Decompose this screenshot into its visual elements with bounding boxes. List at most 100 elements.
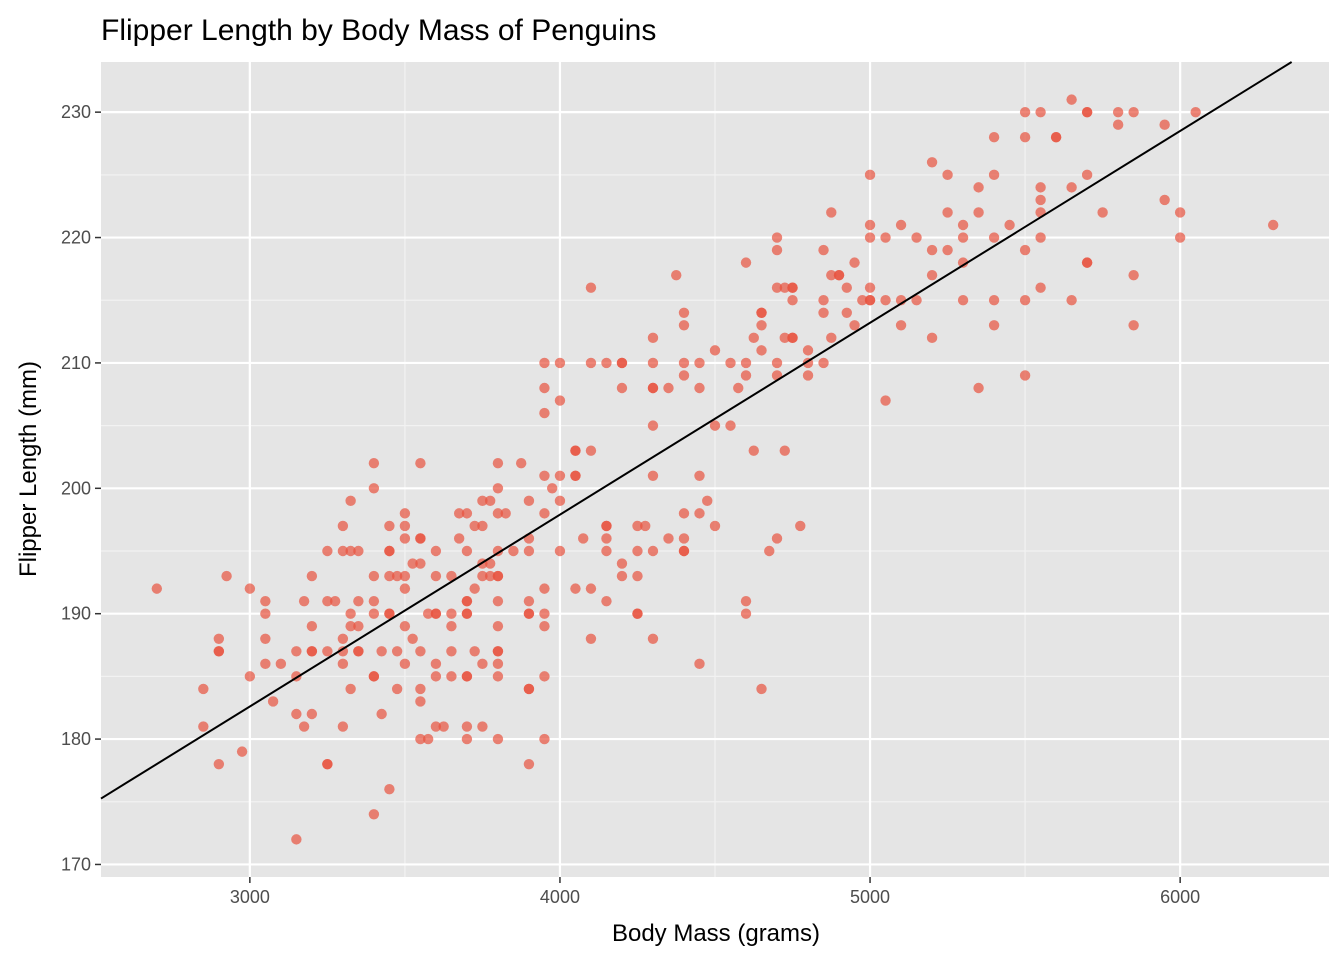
data-point — [678, 508, 690, 519]
data-point — [826, 332, 837, 344]
data-point — [337, 721, 349, 732]
data-point — [818, 307, 829, 318]
data-point — [368, 608, 380, 619]
data-point — [1035, 232, 1046, 243]
data-point — [430, 570, 442, 582]
data-point — [570, 583, 581, 594]
data-point — [779, 332, 790, 344]
data-point — [895, 320, 907, 331]
data-point — [407, 633, 418, 644]
data-point — [399, 658, 411, 670]
x-tick-label: 5000 — [850, 887, 890, 907]
data-point — [399, 508, 411, 519]
data-point — [926, 244, 938, 256]
data-point — [515, 458, 527, 469]
data-point — [492, 671, 504, 682]
data-point — [616, 382, 628, 394]
data-point — [523, 758, 535, 770]
y-axis-title: Flipper Length (mm) — [15, 361, 42, 577]
data-point — [539, 733, 550, 745]
data-point — [477, 721, 488, 732]
y-tick-label: 230 — [61, 102, 91, 122]
data-point — [484, 558, 496, 569]
data-point — [988, 320, 1000, 331]
data-point — [213, 633, 225, 644]
data-point — [539, 621, 550, 632]
data-point — [818, 244, 829, 256]
x-tick-label: 6000 — [1160, 887, 1200, 907]
data-point — [585, 633, 597, 644]
data-point — [469, 583, 480, 594]
data-point — [345, 608, 356, 619]
data-point — [1019, 244, 1031, 256]
data-point — [748, 445, 759, 456]
data-point — [663, 533, 674, 544]
y-tick-label: 220 — [61, 228, 91, 248]
data-point — [678, 370, 690, 381]
data-point — [1159, 194, 1170, 206]
data-point — [260, 595, 271, 607]
data-point — [508, 545, 519, 557]
data-point — [469, 520, 480, 532]
data-point — [322, 758, 333, 770]
data-point — [422, 733, 434, 745]
data-point — [957, 232, 969, 243]
data-point — [771, 244, 783, 256]
data-point — [461, 733, 473, 745]
data-point — [841, 282, 852, 293]
data-point — [306, 621, 318, 632]
data-point — [616, 357, 628, 369]
data-point — [399, 621, 411, 632]
data-point — [368, 483, 380, 494]
data-point — [492, 595, 504, 607]
data-point — [446, 646, 457, 657]
data-point — [275, 658, 287, 670]
data-point — [585, 357, 597, 369]
data-point — [415, 458, 426, 469]
data-point — [795, 520, 806, 532]
data-point — [1004, 219, 1015, 231]
data-point — [198, 721, 209, 732]
data-point — [539, 608, 550, 619]
data-point — [725, 420, 736, 431]
data-point — [260, 608, 271, 619]
data-point — [430, 658, 442, 670]
data-point — [787, 282, 798, 293]
data-point — [764, 545, 775, 557]
data-point — [880, 395, 891, 406]
data-point — [740, 608, 752, 619]
data-point — [1019, 106, 1031, 118]
data-point — [678, 533, 690, 544]
data-point — [376, 646, 387, 657]
data-point — [376, 708, 387, 720]
data-point — [337, 545, 349, 557]
data-point — [647, 357, 659, 369]
data-point — [353, 646, 364, 657]
data-point — [391, 646, 403, 657]
data-point — [694, 508, 705, 519]
data-point — [353, 545, 364, 557]
data-point — [345, 683, 356, 695]
data-point — [298, 721, 310, 732]
data-point — [733, 382, 744, 394]
data-point — [725, 357, 736, 369]
data-point — [771, 533, 783, 544]
data-point — [430, 671, 442, 682]
data-point — [500, 508, 511, 519]
data-point — [306, 646, 318, 657]
data-point — [523, 595, 535, 607]
data-point — [678, 545, 690, 557]
data-point — [523, 495, 535, 507]
data-point — [484, 495, 496, 507]
data-point — [647, 382, 659, 394]
data-point — [694, 357, 705, 369]
data-point — [492, 570, 504, 582]
data-point — [694, 382, 705, 394]
data-point — [213, 758, 225, 770]
data-point — [1174, 207, 1186, 218]
data-point — [446, 671, 457, 682]
data-point — [1128, 106, 1139, 118]
data-point — [818, 357, 829, 369]
data-point — [570, 445, 581, 456]
data-point — [384, 520, 395, 532]
